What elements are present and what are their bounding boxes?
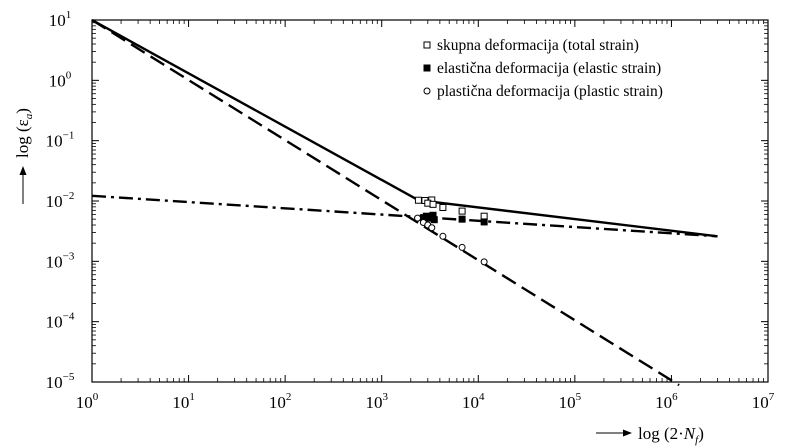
legend-label: elastična deformacija (elastic strain) [437, 60, 661, 77]
x-tick-label: 103 [365, 391, 388, 412]
series-line [91, 194, 718, 238]
series-markers [414, 196, 488, 266]
legend: skupna deformacija (total strain) elastič… [423, 37, 663, 100]
x-axis-ticks: 100 101 102 103 104 105 106 107 [76, 20, 775, 412]
data-point [458, 243, 466, 251]
x-axis-title: log (2·Nf) [596, 424, 704, 446]
x-tick-label: 107 [752, 391, 775, 412]
data-point [480, 218, 488, 226]
y-axis-ticks: 101 100 10−1 10−2 10−3 10−4 10−5 [46, 9, 768, 392]
y-tick-label: 10−4 [46, 311, 75, 332]
data-point [414, 196, 422, 204]
x-tick-label: 101 [172, 391, 195, 412]
data-point [480, 212, 488, 220]
legend-marker [423, 41, 431, 49]
legend-marker [423, 64, 431, 72]
y-tick-label: 10−3 [46, 250, 75, 271]
legend-marker [423, 87, 431, 95]
data-point [458, 207, 466, 215]
y-tick-label: 101 [49, 9, 72, 30]
svg-text:log (εa): log (εa) [13, 108, 35, 158]
data-point [428, 224, 436, 232]
data-point [414, 214, 422, 222]
data-point [439, 232, 447, 240]
x-tick-label: 100 [76, 391, 99, 412]
x-tick-label: 102 [269, 391, 292, 412]
series-line [91, 18, 680, 387]
y-tick-label: 100 [49, 69, 72, 90]
x-tick-label: 104 [462, 391, 485, 412]
x-tick-label: 106 [655, 391, 678, 412]
data-point [480, 258, 488, 266]
y-tick-label: 10−5 [46, 371, 75, 392]
x-tick-label: 105 [559, 391, 582, 412]
data-point [458, 215, 466, 223]
svg-text:log (2·Nf): log (2·Nf) [638, 424, 704, 446]
data-point [430, 216, 438, 224]
y-axis-title: log (εa) [13, 108, 35, 204]
legend-label: plastična deformacija (plastic strain) [437, 83, 663, 100]
legend-label: skupna deformacija (total strain) [437, 37, 639, 54]
data-point [429, 200, 437, 208]
y-tick-label: 10−2 [46, 190, 75, 211]
y-tick-label: 10−1 [46, 130, 75, 151]
data-point [439, 204, 447, 212]
